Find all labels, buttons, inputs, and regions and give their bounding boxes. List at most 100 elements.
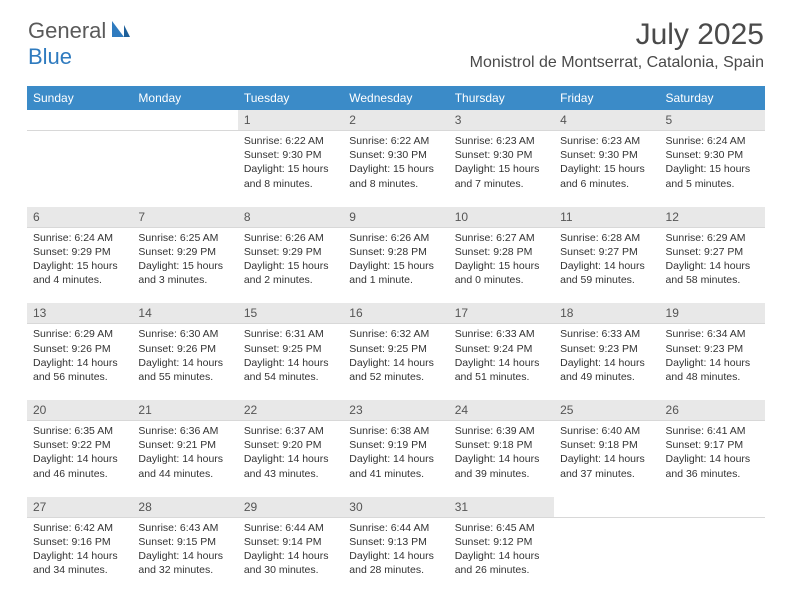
weekday-header: Thursday [449, 86, 554, 110]
sunset-text: Sunset: 9:20 PM [244, 438, 337, 452]
logo-text-general: General [28, 18, 106, 44]
daylight-text: Daylight: 14 hours and 28 minutes. [349, 549, 442, 577]
sunset-text: Sunset: 9:15 PM [138, 535, 231, 549]
sunset-text: Sunset: 9:28 PM [349, 245, 442, 259]
daylight-text: Daylight: 14 hours and 56 minutes. [33, 356, 126, 384]
daylight-text: Daylight: 15 hours and 1 minute. [349, 259, 442, 287]
day-detail-cell: Sunrise: 6:30 AMSunset: 9:26 PMDaylight:… [132, 324, 237, 394]
daylight-text: Daylight: 14 hours and 26 minutes. [455, 549, 548, 577]
daylight-text: Daylight: 14 hours and 48 minutes. [666, 356, 759, 384]
day-number-row: 20212223242526 [27, 400, 765, 421]
header: General July 2025 Monistrol de Montserra… [0, 0, 792, 76]
day-detail-cell: Sunrise: 6:22 AMSunset: 9:30 PMDaylight:… [238, 131, 343, 201]
daylight-text: Daylight: 14 hours and 46 minutes. [33, 452, 126, 480]
sunrise-text: Sunrise: 6:44 AM [349, 521, 442, 535]
day-detail-cell: Sunrise: 6:33 AMSunset: 9:23 PMDaylight:… [554, 324, 659, 394]
sunrise-text: Sunrise: 6:33 AM [455, 327, 548, 341]
sunset-text: Sunset: 9:22 PM [33, 438, 126, 452]
sunset-text: Sunset: 9:23 PM [560, 342, 653, 356]
sunrise-text: Sunrise: 6:36 AM [138, 424, 231, 438]
sunset-text: Sunset: 9:29 PM [33, 245, 126, 259]
day-number: 7 [132, 207, 237, 228]
day-number: 2 [343, 110, 448, 131]
day-number: 9 [343, 207, 448, 228]
day-number: 5 [660, 110, 765, 131]
daylight-text: Daylight: 15 hours and 8 minutes. [244, 162, 337, 190]
logo-text-blue: Blue [28, 44, 72, 69]
calendar-table: Sunday Monday Tuesday Wednesday Thursday… [27, 86, 765, 587]
logo-blue-wrap: Blue [28, 44, 72, 70]
sunset-text: Sunset: 9:19 PM [349, 438, 442, 452]
day-detail-cell [660, 517, 765, 587]
day-number: 8 [238, 207, 343, 228]
sunrise-text: Sunrise: 6:42 AM [33, 521, 126, 535]
logo-sail-icon [110, 19, 132, 44]
sunset-text: Sunset: 9:29 PM [244, 245, 337, 259]
sunset-text: Sunset: 9:28 PM [455, 245, 548, 259]
day-detail-row: Sunrise: 6:42 AMSunset: 9:16 PMDaylight:… [27, 517, 765, 587]
sunrise-text: Sunrise: 6:44 AM [244, 521, 337, 535]
sunrise-text: Sunrise: 6:27 AM [455, 231, 548, 245]
day-number-row: 2728293031 [27, 497, 765, 518]
sunset-text: Sunset: 9:30 PM [455, 148, 548, 162]
day-number: 30 [343, 497, 448, 518]
sunrise-text: Sunrise: 6:39 AM [455, 424, 548, 438]
sunset-text: Sunset: 9:25 PM [349, 342, 442, 356]
sunrise-text: Sunrise: 6:26 AM [244, 231, 337, 245]
day-number: 26 [660, 400, 765, 421]
daylight-text: Daylight: 14 hours and 58 minutes. [666, 259, 759, 287]
daylight-text: Daylight: 14 hours and 49 minutes. [560, 356, 653, 384]
day-number: 3 [449, 110, 554, 131]
day-detail-cell: Sunrise: 6:44 AMSunset: 9:14 PMDaylight:… [238, 517, 343, 587]
day-number: 25 [554, 400, 659, 421]
daylight-text: Daylight: 14 hours and 32 minutes. [138, 549, 231, 577]
sunset-text: Sunset: 9:25 PM [244, 342, 337, 356]
sunrise-text: Sunrise: 6:23 AM [455, 134, 548, 148]
logo: General [28, 18, 134, 44]
sunrise-text: Sunrise: 6:25 AM [138, 231, 231, 245]
day-number: 16 [343, 303, 448, 324]
sunrise-text: Sunrise: 6:22 AM [244, 134, 337, 148]
day-detail-cell: Sunrise: 6:32 AMSunset: 9:25 PMDaylight:… [343, 324, 448, 394]
day-number: 15 [238, 303, 343, 324]
sunset-text: Sunset: 9:30 PM [560, 148, 653, 162]
sunrise-text: Sunrise: 6:26 AM [349, 231, 442, 245]
day-detail-cell: Sunrise: 6:29 AMSunset: 9:27 PMDaylight:… [660, 227, 765, 297]
day-detail-cell: Sunrise: 6:35 AMSunset: 9:22 PMDaylight:… [27, 421, 132, 491]
sunset-text: Sunset: 9:12 PM [455, 535, 548, 549]
sunset-text: Sunset: 9:23 PM [666, 342, 759, 356]
day-detail-cell: Sunrise: 6:42 AMSunset: 9:16 PMDaylight:… [27, 517, 132, 587]
daylight-text: Daylight: 14 hours and 37 minutes. [560, 452, 653, 480]
day-number: 4 [554, 110, 659, 131]
day-number [660, 497, 765, 518]
daylight-text: Daylight: 14 hours and 34 minutes. [33, 549, 126, 577]
day-detail-cell [27, 131, 132, 201]
day-number: 13 [27, 303, 132, 324]
daylight-text: Daylight: 14 hours and 43 minutes. [244, 452, 337, 480]
weekday-header: Monday [132, 86, 237, 110]
sunset-text: Sunset: 9:30 PM [666, 148, 759, 162]
sunset-text: Sunset: 9:13 PM [349, 535, 442, 549]
day-detail-cell: Sunrise: 6:29 AMSunset: 9:26 PMDaylight:… [27, 324, 132, 394]
sunset-text: Sunset: 9:18 PM [455, 438, 548, 452]
day-detail-cell: Sunrise: 6:40 AMSunset: 9:18 PMDaylight:… [554, 421, 659, 491]
daylight-text: Daylight: 14 hours and 36 minutes. [666, 452, 759, 480]
sunset-text: Sunset: 9:18 PM [560, 438, 653, 452]
day-detail-cell: Sunrise: 6:33 AMSunset: 9:24 PMDaylight:… [449, 324, 554, 394]
day-number: 11 [554, 207, 659, 228]
day-number: 28 [132, 497, 237, 518]
sunrise-text: Sunrise: 6:41 AM [666, 424, 759, 438]
title-block: July 2025 Monistrol de Montserrat, Catal… [470, 18, 764, 72]
day-number: 6 [27, 207, 132, 228]
day-detail-cell: Sunrise: 6:26 AMSunset: 9:29 PMDaylight:… [238, 227, 343, 297]
sunrise-text: Sunrise: 6:37 AM [244, 424, 337, 438]
day-number: 1 [238, 110, 343, 131]
sunset-text: Sunset: 9:27 PM [666, 245, 759, 259]
day-detail-cell: Sunrise: 6:23 AMSunset: 9:30 PMDaylight:… [554, 131, 659, 201]
daylight-text: Daylight: 15 hours and 2 minutes. [244, 259, 337, 287]
day-detail-cell: Sunrise: 6:26 AMSunset: 9:28 PMDaylight:… [343, 227, 448, 297]
day-number: 27 [27, 497, 132, 518]
day-number: 19 [660, 303, 765, 324]
sunset-text: Sunset: 9:30 PM [349, 148, 442, 162]
day-detail-row: Sunrise: 6:22 AM Sunset: 9:30 PM Daylight:… [27, 131, 765, 201]
